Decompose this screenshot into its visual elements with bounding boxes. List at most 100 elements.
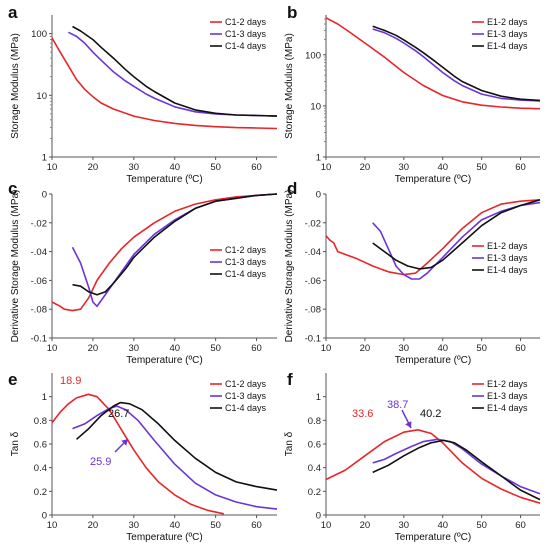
panel-label: a bbox=[8, 3, 18, 22]
x-tick-label: 20 bbox=[360, 520, 371, 531]
series-line bbox=[372, 199, 541, 270]
x-tick-label: 60 bbox=[251, 162, 262, 173]
x-tick-label: 10 bbox=[47, 520, 58, 531]
x-axis-label: Temperature (ºC) bbox=[395, 532, 471, 543]
y-tick-label: 0.2 bbox=[34, 487, 47, 498]
x-axis-label: Temperature (ºC) bbox=[126, 174, 202, 185]
legend-label: C1-2 days bbox=[225, 245, 267, 255]
x-tick-label: 20 bbox=[88, 162, 99, 173]
y-tick-label: -.06 bbox=[305, 276, 321, 287]
series-line bbox=[325, 429, 541, 504]
y-tick-label: 0 bbox=[316, 190, 321, 201]
y-tick-label: -0.1 bbox=[31, 334, 47, 345]
series-line bbox=[372, 25, 541, 102]
series-line bbox=[72, 193, 278, 296]
x-tick-label: 60 bbox=[515, 343, 526, 354]
x-tick-label: 30 bbox=[129, 162, 140, 173]
legend-label: E1-4 days bbox=[487, 265, 528, 275]
x-tick-label: 60 bbox=[515, 520, 526, 531]
y-tick-label: 0.4 bbox=[308, 463, 321, 474]
x-tick-label: 30 bbox=[399, 162, 410, 173]
x-tick-label: 10 bbox=[321, 343, 332, 354]
x-tick-label: 60 bbox=[251, 520, 262, 531]
y-tick-label: 10 bbox=[310, 101, 321, 112]
x-tick-label: 10 bbox=[47, 162, 58, 173]
x-axis-label: Temperature (ºC) bbox=[126, 532, 202, 543]
peak-annotation: 33.6 bbox=[352, 408, 373, 420]
x-tick-label: 40 bbox=[169, 520, 180, 531]
y-tick-label: 0 bbox=[42, 190, 47, 201]
series-line bbox=[75, 401, 278, 491]
y-axis-label: Tan δ bbox=[10, 431, 21, 456]
legend-label: E1-3 days bbox=[487, 391, 528, 401]
y-tick-label: 0 bbox=[42, 511, 47, 522]
legend-label: C1-3 days bbox=[225, 29, 267, 39]
legend-label: C1-4 days bbox=[225, 403, 267, 413]
x-tick-label: 30 bbox=[399, 343, 410, 354]
panel-label: b bbox=[287, 3, 297, 22]
legend-label: C1-4 days bbox=[225, 269, 267, 279]
x-tick-label: 50 bbox=[210, 520, 221, 531]
legend-label: E1-3 days bbox=[487, 253, 528, 263]
legend-label: E1-3 days bbox=[487, 29, 528, 39]
series-line bbox=[372, 439, 541, 501]
series-line bbox=[372, 201, 541, 280]
x-tick-label: 20 bbox=[88, 520, 99, 531]
x-axis-label: Temperature (ºC) bbox=[395, 174, 471, 185]
y-tick-label: 1 bbox=[42, 392, 47, 403]
series-line bbox=[72, 405, 278, 510]
x-tick-label: 50 bbox=[210, 343, 221, 354]
chart-panel-f: 10 20 30 40 50 60 0 0.2 0.4 0.6 0.8 1 Temperature (º… bbox=[284, 370, 541, 543]
legend-label: E1-2 days bbox=[487, 17, 528, 27]
y-axis-label: Storage Modulus (MPa) bbox=[284, 33, 295, 139]
y-tick-label: -.08 bbox=[31, 305, 47, 316]
x-tick-label: 30 bbox=[129, 520, 140, 531]
x-tick-label: 50 bbox=[210, 162, 221, 173]
x-tick-label: 40 bbox=[437, 162, 448, 173]
series-line bbox=[325, 17, 541, 110]
y-axis-label: Storage Modulus (MPa) bbox=[10, 33, 21, 139]
series-line bbox=[372, 28, 541, 102]
y-tick-label: -0.1 bbox=[305, 334, 321, 345]
y-tick-label: -.04 bbox=[305, 247, 321, 258]
legend-label: E1-4 days bbox=[487, 403, 528, 413]
y-tick-label: 1 bbox=[42, 153, 47, 164]
peak-annotation: 38.7 bbox=[387, 399, 408, 411]
panel-label: f bbox=[287, 370, 293, 389]
x-tick-label: 60 bbox=[515, 162, 526, 173]
x-axis-label: Temperature (ºC) bbox=[126, 355, 202, 366]
series-line bbox=[51, 393, 224, 515]
series-line bbox=[51, 193, 278, 312]
x-tick-label: 40 bbox=[437, 520, 448, 531]
y-tick-label: 0.8 bbox=[34, 416, 47, 427]
y-tick-label: 0.4 bbox=[34, 463, 47, 474]
y-tick-label: 0.2 bbox=[308, 487, 321, 498]
y-tick-label: -.04 bbox=[31, 247, 47, 258]
x-tick-label: 40 bbox=[437, 343, 448, 354]
chart-panel-d: 10 20 30 40 50 60 -0.1 -.08 -.06 -.04 -.02 0 Tempera… bbox=[284, 179, 541, 366]
x-tick-label: 10 bbox=[321, 520, 332, 531]
chart-panel-e: 10 20 30 40 50 60 0 0.2 0.4 0.6 0.8 1 Temperature (º… bbox=[8, 370, 278, 543]
peak-annotation: 25.9 bbox=[90, 456, 111, 468]
y-tick-label: -.08 bbox=[305, 305, 321, 316]
x-tick-label: 50 bbox=[476, 343, 487, 354]
y-axis-label: Derivative Storage Modulus (MPa) bbox=[284, 190, 295, 343]
y-tick-label: -.02 bbox=[31, 218, 47, 229]
x-tick-label: 40 bbox=[169, 162, 180, 173]
x-tick-label: 10 bbox=[47, 343, 58, 354]
x-tick-label: 50 bbox=[476, 162, 487, 173]
panel-label: e bbox=[8, 370, 17, 389]
annotation-arrowhead bbox=[405, 421, 412, 428]
x-tick-label: 60 bbox=[251, 343, 262, 354]
y-tick-label: 0 bbox=[316, 511, 321, 522]
series-line bbox=[72, 25, 278, 117]
legend-label: E1-4 days bbox=[487, 41, 528, 51]
panel-label: c bbox=[8, 179, 17, 198]
y-tick-label: -.06 bbox=[31, 276, 47, 287]
x-tick-label: 10 bbox=[321, 162, 332, 173]
y-axis-label: Tan δ bbox=[284, 431, 295, 456]
x-tick-label: 20 bbox=[88, 343, 99, 354]
